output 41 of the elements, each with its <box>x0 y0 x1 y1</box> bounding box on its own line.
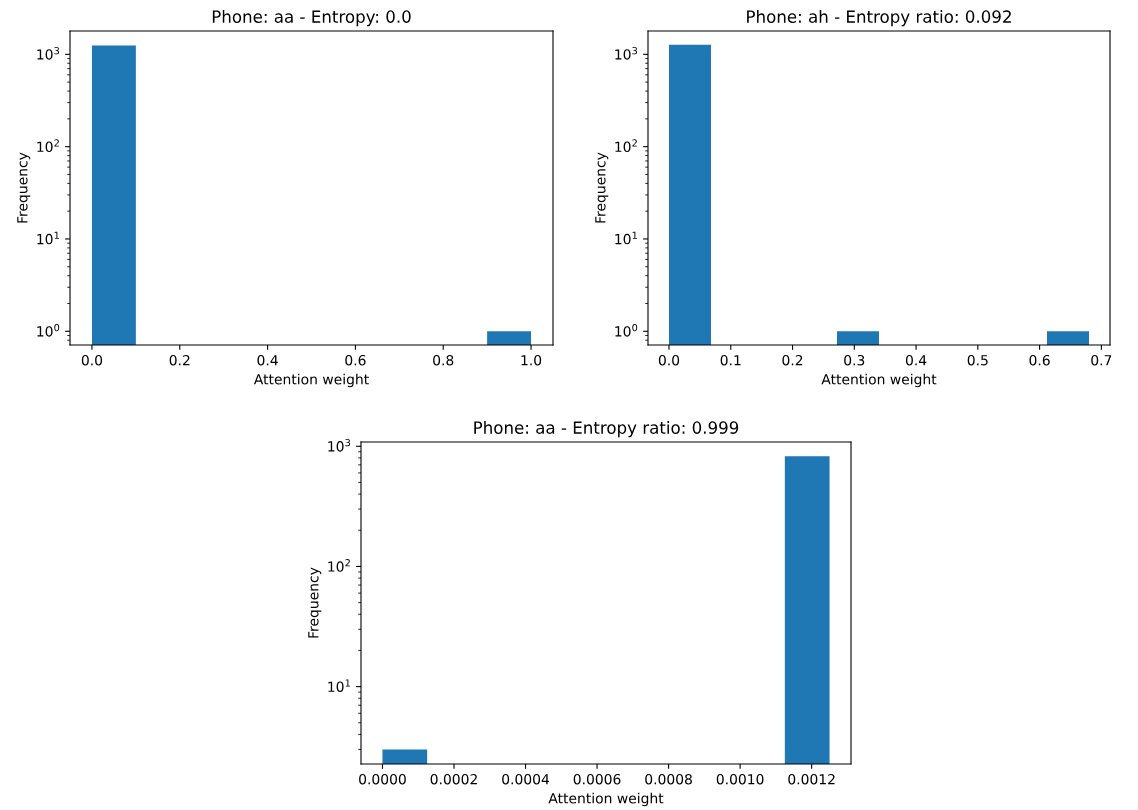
x-axis-title: Attention weight <box>548 792 664 807</box>
x-tick-label: 0.0010 <box>716 773 764 785</box>
x-axis-title: Attention weight <box>253 373 369 388</box>
x-tick-label: 0.2 <box>782 354 803 366</box>
x-tick-label: 0.7 <box>1091 354 1112 366</box>
x-tick-label: 1.0 <box>521 354 542 366</box>
x-tick-label: 0.0008 <box>645 773 692 785</box>
x-tick-label: 0.5 <box>967 354 988 366</box>
y-tick-label: 10$^{3}$ <box>328 438 351 452</box>
chart-title: Phone: ah - Entropy ratio: 0.092 <box>747 10 1011 27</box>
y-tick-label: 10$^{2}$ <box>615 139 637 153</box>
x-tick-label: 0.0002 <box>430 773 477 785</box>
x-tick-label: 0.0 <box>658 354 680 366</box>
x-axis-title: Attention weight <box>821 373 937 388</box>
x-tick-label: 0.0012 <box>788 773 835 785</box>
chart-title: Phone: aa - Entropy: 0.0 <box>212 10 411 27</box>
y-axis-title: Frequency <box>308 567 322 638</box>
x-tick-label: 0.0000 <box>359 773 406 785</box>
y-tick-label: 10$^{2}$ <box>328 559 350 572</box>
x-tick-label: 0.6 <box>1029 354 1050 366</box>
x-tick-label: 0.0 <box>81 354 103 366</box>
chart-title: Phone: aa - Entropy ratio: 0.999 <box>474 421 739 438</box>
x-tick-label: 0.1 <box>720 354 741 366</box>
y-axis-title: Frequency <box>17 152 31 223</box>
x-tick-label: 0.4 <box>257 354 278 366</box>
y-axis-title: Frequency <box>595 152 609 223</box>
y-tick-label: 10$^{0}$ <box>615 323 638 337</box>
y-tick-label: 10$^{1}$ <box>37 231 59 245</box>
y-tick-label: 10$^{1}$ <box>615 231 637 245</box>
x-tick-label: 0.8 <box>433 354 454 366</box>
x-tick-label: 0.2 <box>169 354 190 366</box>
y-tick-label: 10$^{3}$ <box>37 46 60 60</box>
y-tick-label: 10$^{2}$ <box>37 139 59 153</box>
y-tick-label: 10$^{1}$ <box>328 679 350 692</box>
y-tick-label: 10$^{3}$ <box>615 46 638 60</box>
x-tick-label: 0.6 <box>345 354 366 366</box>
x-tick-label: 0.4 <box>905 354 927 366</box>
x-tick-label: 0.0006 <box>573 773 621 785</box>
y-tick-label: 10$^{0}$ <box>37 323 60 337</box>
x-tick-label: 0.3 <box>844 354 865 366</box>
x-tick-label: 0.0004 <box>502 773 550 785</box>
